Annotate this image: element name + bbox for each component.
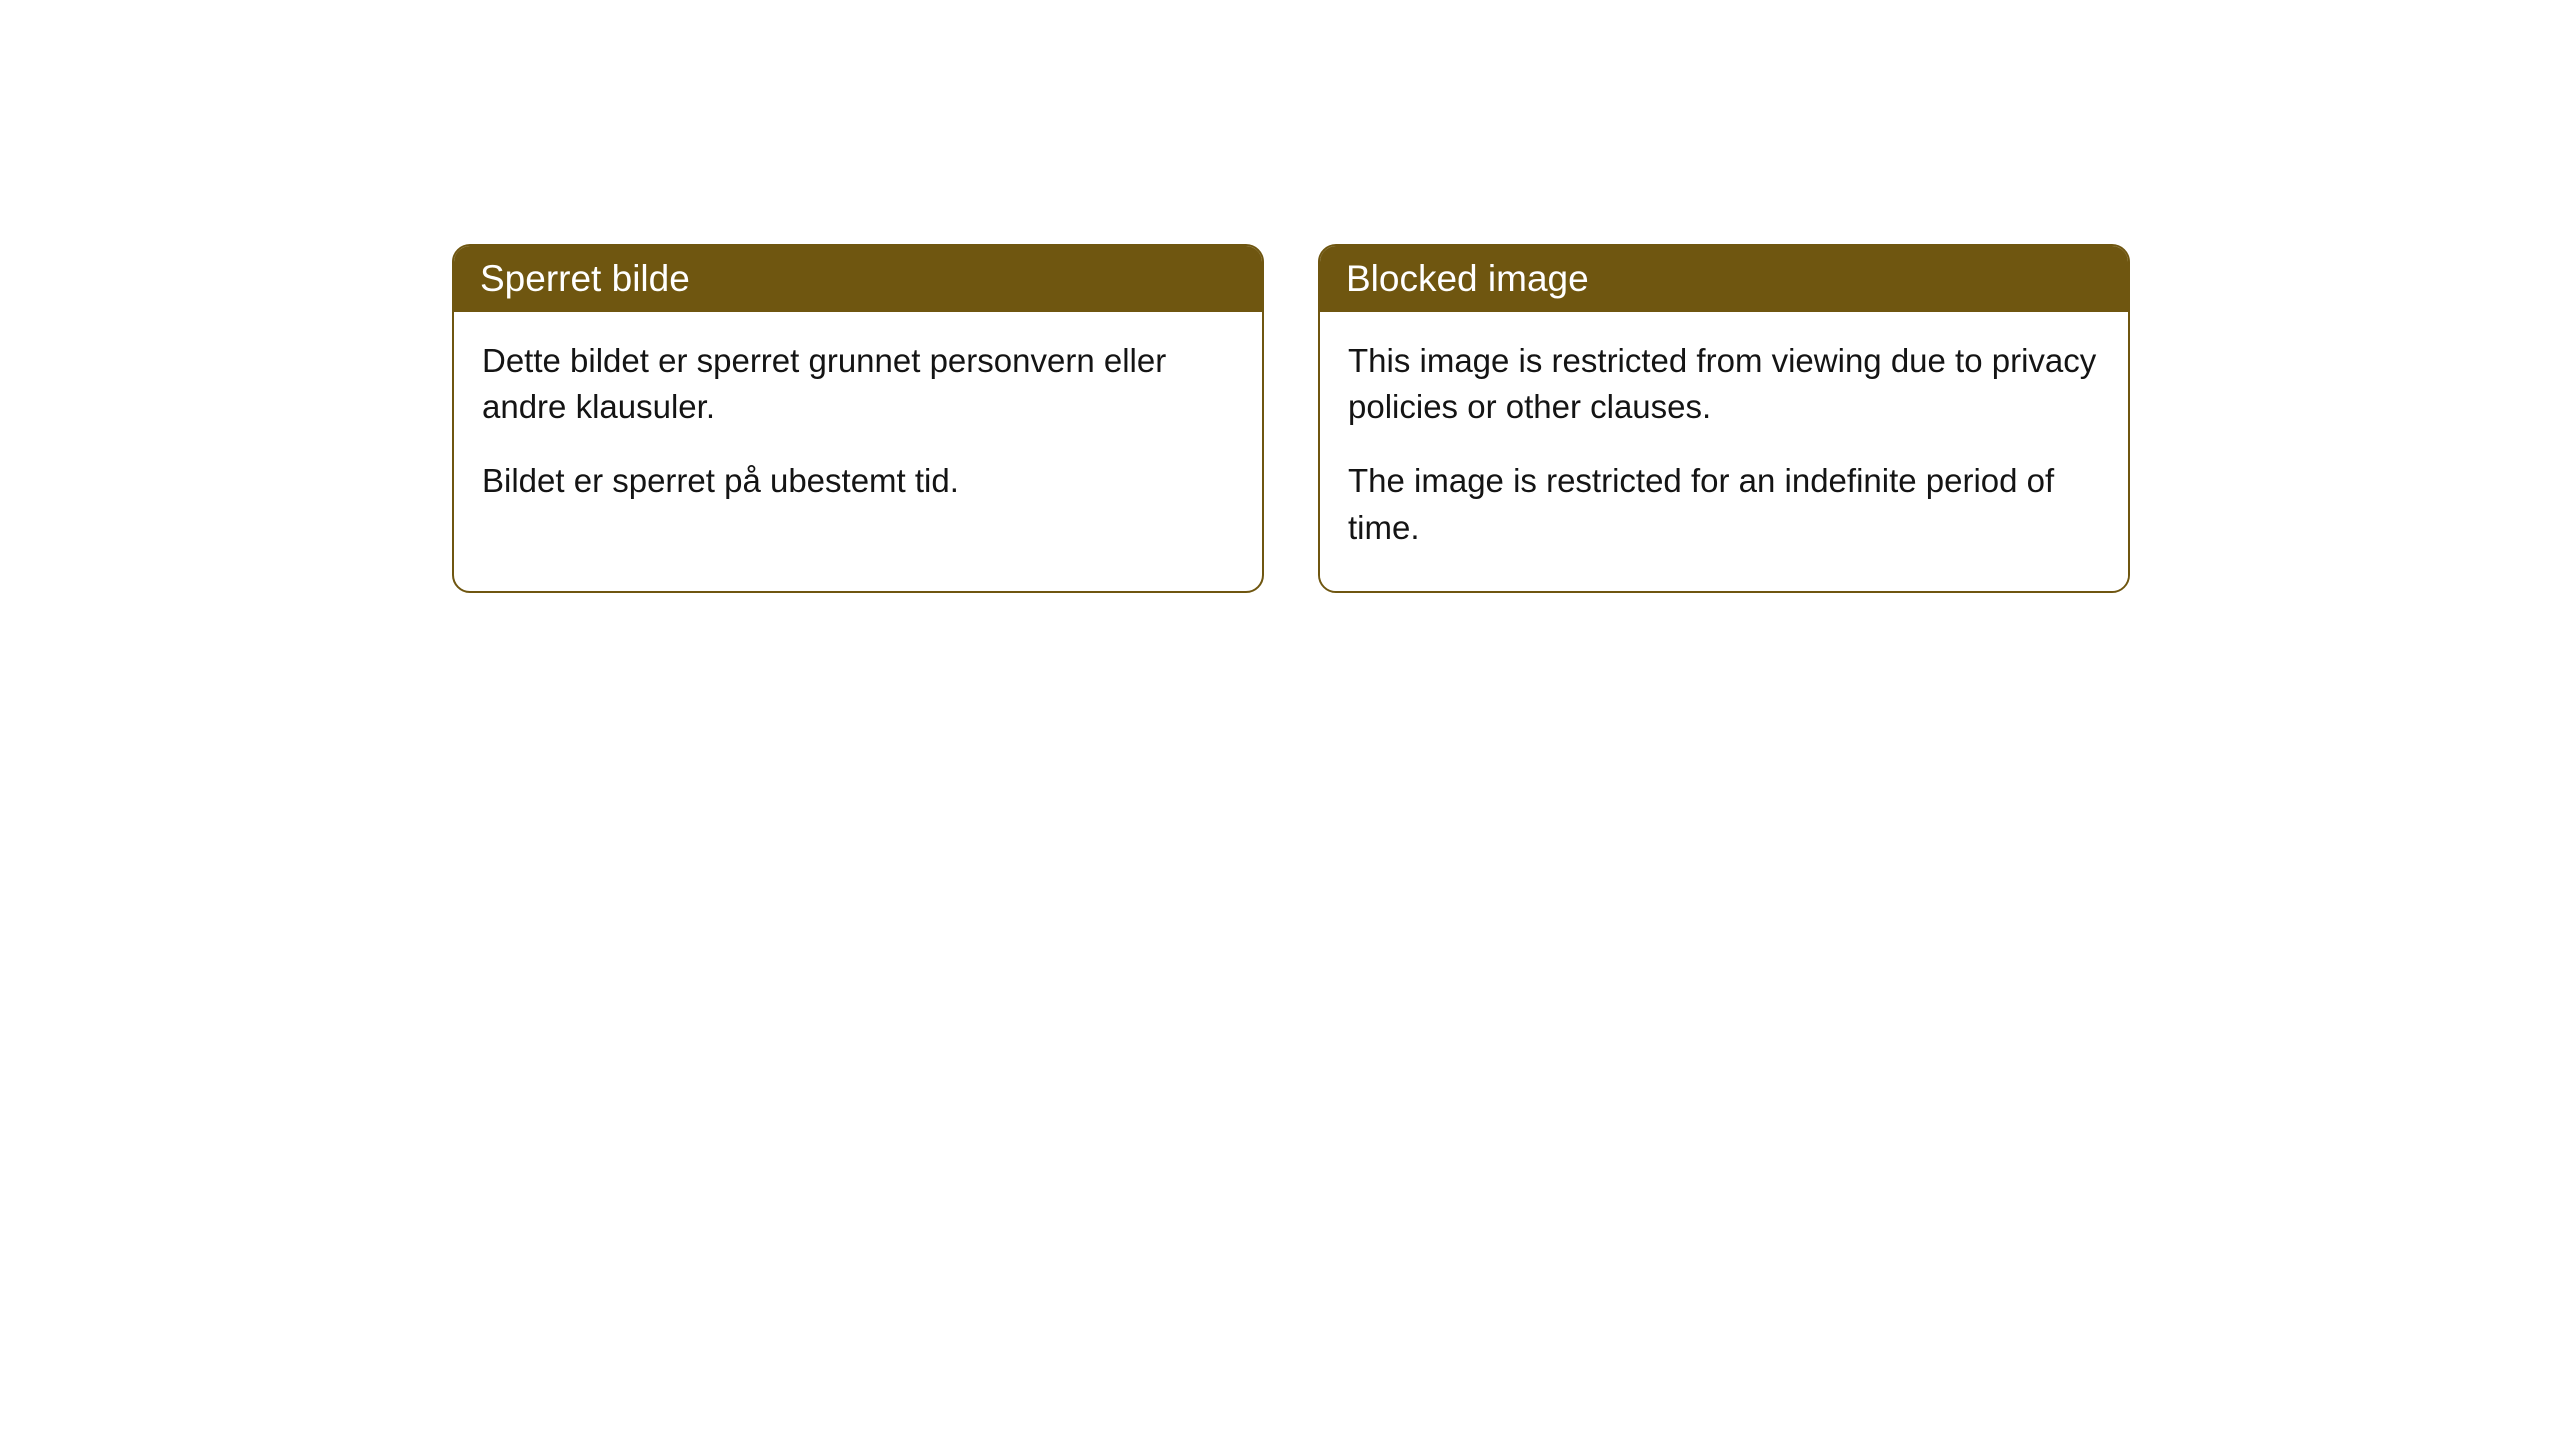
card-header: Sperret bilde — [454, 246, 1262, 312]
card-header: Blocked image — [1320, 246, 2128, 312]
notice-cards-container: Sperret bilde Dette bildet er sperret gr… — [452, 244, 2560, 593]
blocked-image-card-norwegian: Sperret bilde Dette bildet er sperret gr… — [452, 244, 1264, 593]
card-title: Blocked image — [1346, 258, 1589, 299]
card-paragraph: Bildet er sperret på ubestemt tid. — [482, 458, 1234, 504]
blocked-image-card-english: Blocked image This image is restricted f… — [1318, 244, 2130, 593]
card-body: This image is restricted from viewing du… — [1320, 312, 2128, 591]
card-paragraph: The image is restricted for an indefinit… — [1348, 458, 2100, 550]
card-body: Dette bildet er sperret grunnet personve… — [454, 312, 1262, 545]
card-paragraph: This image is restricted from viewing du… — [1348, 338, 2100, 430]
card-title: Sperret bilde — [480, 258, 690, 299]
card-paragraph: Dette bildet er sperret grunnet personve… — [482, 338, 1234, 430]
